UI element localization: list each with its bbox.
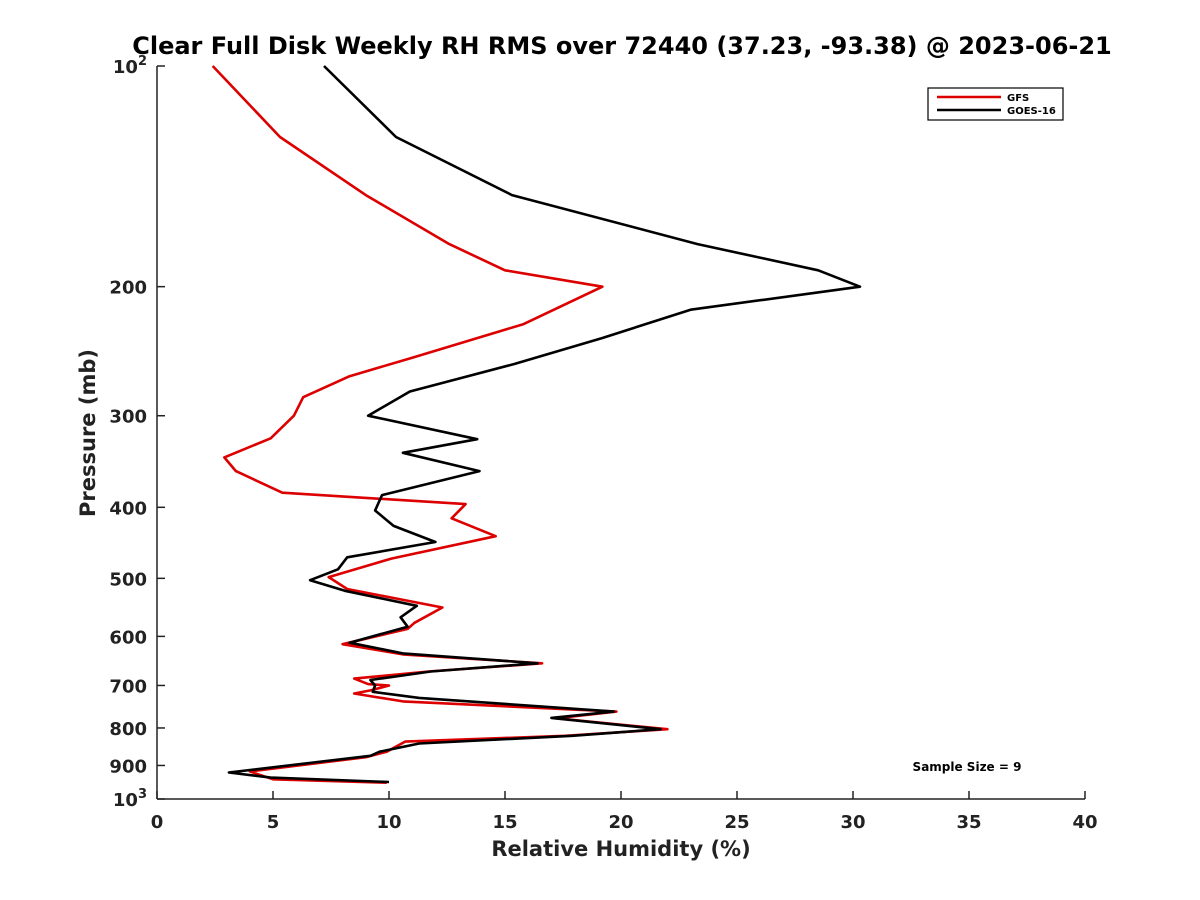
sample-size-annotation: Sample Size = 9 [913, 760, 1022, 774]
x-tick-label: 20 [608, 812, 633, 833]
legend-label-gfs: GFS [1007, 93, 1029, 104]
x-tick-label: 40 [1072, 812, 1097, 833]
x-tick-label: 35 [956, 812, 981, 833]
y-tick-label: 400 [109, 498, 147, 519]
y-tick-label: 200 [109, 278, 147, 299]
legend-entries: GFS GOES-16 [937, 93, 1056, 117]
chart-title: Clear Full Disk Weekly RH RMS over 72440… [132, 32, 1112, 60]
x-axis-label: Relative Humidity (%) [491, 837, 750, 861]
x-tick-label: 15 [492, 812, 517, 833]
x-tick-label: 5 [267, 812, 280, 833]
y-tick-label: 500 [109, 569, 147, 590]
y-tick-label: 600 [109, 627, 147, 648]
series-line-goes-16 [227, 65, 862, 784]
y-tick-label: 103 [113, 787, 147, 811]
legend-box [927, 87, 1064, 121]
x-tick-label: 30 [840, 812, 865, 833]
plot-area: 0 5 10 15 20 25 30 35 40 102 200 300 400 500 600 700 800… [109, 54, 1097, 833]
legend: GFS GOES-16 [927, 87, 1064, 121]
y-axis-label: Pressure (mb) [76, 349, 100, 517]
y-tick-label: 700 [109, 676, 147, 697]
y-tick-label: 900 [109, 756, 147, 777]
series-line-gfs [211, 65, 669, 784]
y-tick-label: 800 [109, 719, 147, 740]
x-tick-label: 25 [724, 812, 749, 833]
y-tick-label: 300 [109, 407, 147, 428]
x-tick-label: 0 [151, 812, 164, 833]
legend-label-goes-16: GOES-16 [1007, 106, 1056, 117]
y-tick-label: 102 [113, 54, 147, 78]
x-tick-label: 10 [376, 812, 401, 833]
